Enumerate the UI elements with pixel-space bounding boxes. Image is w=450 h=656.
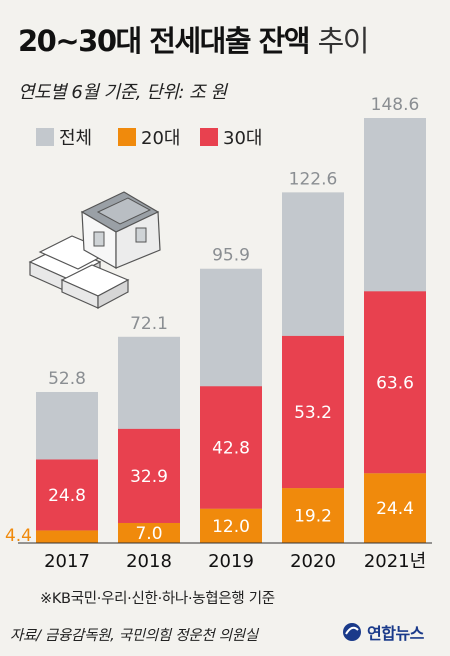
- bar-30s-2018: [118, 428, 180, 523]
- bars: 52.8 24.8 4.4 72.1 32.9 7.0 95.9 42.8 12.0 122.6 5…: [5, 95, 426, 546]
- x-tick-2021년: 2021년: [364, 551, 426, 572]
- chart-subtitle: 연도별 6월 기준, 단위: 조 원: [18, 82, 227, 103]
- title-main: 20~30대 전세대출 잔액: [18, 24, 310, 58]
- source-credit: 자료/ 금융감독원, 국민의힘 정운천 의원실: [10, 628, 258, 644]
- legend-label-1: 20대: [141, 128, 180, 149]
- bar-30s-2019: [200, 386, 262, 509]
- label-20s-2017: 4.4: [5, 526, 32, 546]
- label-total-2021년: 148.6: [371, 95, 420, 115]
- legend-swatch-0: [36, 128, 54, 146]
- label-total-2017: 52.8: [48, 369, 86, 389]
- label-20s-2019: 12.0: [212, 517, 250, 537]
- legend-label-0: 전체: [59, 128, 92, 149]
- yonhap-logo-icon: [343, 623, 361, 641]
- yonhap-logo: 연합뉴스: [342, 620, 424, 644]
- bar-20s-2017: [36, 530, 98, 543]
- label-20s-2018: 7.0: [135, 524, 162, 544]
- bar-30s-2021년: [364, 291, 426, 474]
- label-30s-2017: 24.8: [48, 486, 86, 506]
- label-30s-2021년: 63.6: [376, 373, 414, 393]
- bar-chart: 전체 20대 30대 52.8 24.8 4.4 72.1 32.9 7.0 95.9 42.8 1…: [5, 95, 432, 572]
- title-light: 추이: [317, 24, 370, 58]
- bar-20s-2018: [118, 522, 180, 543]
- x-axis-ticks: 2017 2018 2019 2020 2021년: [18, 542, 432, 572]
- bar-20s-2019: [200, 508, 262, 543]
- label-20s-2021년: 24.4: [376, 499, 414, 519]
- x-tick-2018: 2018: [126, 551, 172, 572]
- bar-20s-2020: [282, 488, 344, 543]
- footnote: ※KB국민·우리·신한·하나·농협은행 기준: [40, 591, 275, 607]
- bar-30s-2017: [36, 459, 98, 531]
- legend-swatch-2: [200, 128, 218, 146]
- bar-30s-2020: [282, 335, 344, 489]
- legend: 전체 20대 30대: [36, 128, 262, 149]
- chart-title: 20~30대 전세대출 잔액 추이: [18, 18, 370, 60]
- label-30s-2018: 32.9: [130, 467, 168, 487]
- logo-text: 연합뉴스: [367, 624, 424, 643]
- label-total-2018: 72.1: [130, 314, 168, 334]
- label-total-2019: 95.9: [212, 246, 250, 266]
- label-30s-2019: 42.8: [212, 438, 250, 458]
- label-20s-2020: 19.2: [294, 507, 332, 527]
- label-total-2020: 122.6: [289, 169, 338, 189]
- x-tick-2019: 2019: [208, 551, 254, 572]
- x-tick-2020: 2020: [290, 551, 336, 572]
- label-30s-2020: 53.2: [294, 403, 332, 423]
- house-money-illustration: [28, 191, 161, 309]
- legend-swatch-1: [118, 128, 136, 146]
- bar-20s-2021년: [364, 473, 426, 543]
- legend-label-2: 30대: [223, 128, 262, 149]
- x-tick-2017: 2017: [44, 551, 90, 572]
